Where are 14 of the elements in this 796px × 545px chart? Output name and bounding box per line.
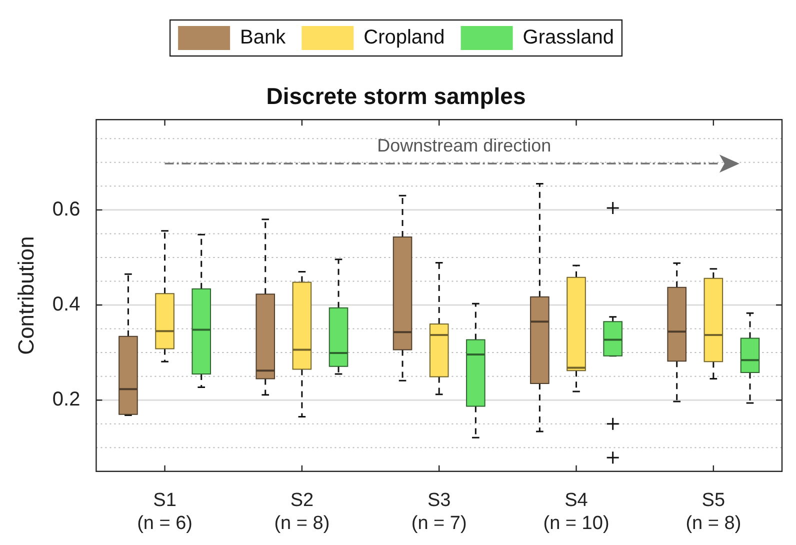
x-tick-label: S4 (n = 10) bbox=[543, 490, 610, 534]
x-tick-label: S5 (n = 8) bbox=[686, 490, 742, 534]
y-tick-label: 0.2 bbox=[52, 388, 80, 411]
y-axis-title: Contribution bbox=[13, 236, 38, 355]
x-tick-label: S3 (n = 7) bbox=[411, 490, 467, 534]
chart-title: Discrete storm samples bbox=[266, 83, 526, 110]
x-tick-label: S2 (n = 8) bbox=[274, 490, 330, 534]
y-tick-label: 0.4 bbox=[52, 294, 80, 316]
y-tick-label: 0.6 bbox=[52, 198, 80, 220]
x-tick-label: S1 (n = 6) bbox=[137, 490, 193, 534]
legend-label: Grassland bbox=[522, 26, 614, 49]
annotation: Downstream direction bbox=[377, 136, 552, 156]
legend-label: Bank bbox=[240, 26, 287, 49]
legend-label: Cropland bbox=[364, 26, 445, 49]
